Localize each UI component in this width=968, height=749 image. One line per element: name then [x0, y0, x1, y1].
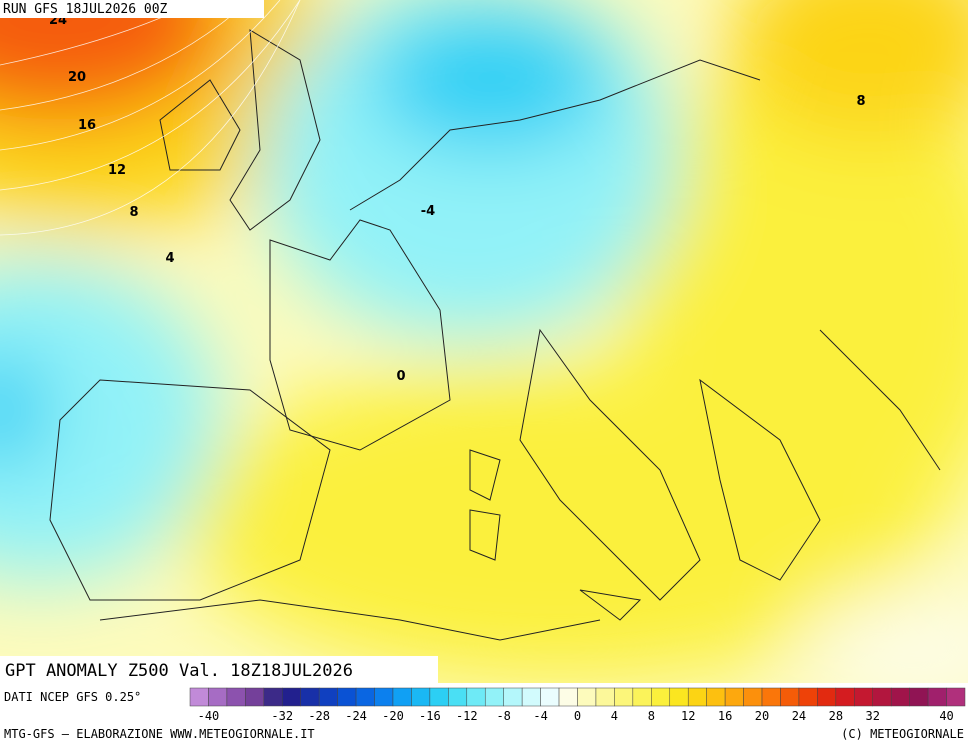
colorbar-swatch [540, 687, 560, 707]
colorbar-swatch [651, 687, 671, 707]
colorbar-swatch [466, 687, 486, 707]
colorbar-swatch [724, 687, 744, 707]
colorbar-tick-label: -24 [345, 709, 367, 723]
run-label: RUN GFS 18JUL2026 00Z [3, 2, 168, 17]
colorbar-swatch [669, 687, 689, 707]
colorbar-tick-label: 8 [648, 709, 655, 723]
colorbar-swatch [374, 687, 394, 707]
colorbar-swatch [706, 687, 726, 707]
colorbar-swatch [245, 687, 265, 707]
colorbar-swatch [761, 687, 781, 707]
colorbar-swatch [927, 687, 947, 707]
colorbar-swatch [687, 687, 707, 707]
contour-label: 0 [396, 369, 405, 384]
colorbar-swatch [503, 687, 523, 707]
contour-label: 20 [68, 70, 86, 85]
colorbar-swatch [448, 687, 468, 707]
colorbar-swatch [189, 687, 209, 707]
map-title: GPT ANOMALY Z500 Val. 18Z18JUL2026 [5, 661, 353, 681]
colorbar-swatch [263, 687, 283, 707]
colorbar: -40 -32 -28 -24 -20 -16 -12 -8 -4 0 4 8 12 16 20 24 28 32… [189, 687, 966, 723]
colorbar-swatch [337, 687, 357, 707]
contour-label: -4 [421, 204, 435, 219]
colorbar-tick-label: -20 [382, 709, 404, 723]
colorbar-swatch [872, 687, 892, 707]
colorbar-swatch [429, 687, 449, 707]
colorbar-swatch [614, 687, 634, 707]
colorbar-swatch [835, 687, 855, 707]
header-box [0, 0, 264, 18]
credit-label: MTG-GFS — ELABORAZIONE WWW.METEOGIORNALE… [4, 727, 315, 741]
colorbar-tick-label: -16 [419, 709, 441, 723]
colorbar-tick-label: -28 [308, 709, 330, 723]
colorbar-swatch [946, 687, 966, 707]
colorbar-tick-label: -8 [496, 709, 510, 723]
colorbar-swatch [558, 687, 578, 707]
colorbar-swatch [392, 687, 412, 707]
colorbar-tick-label: 32 [866, 709, 880, 723]
colorbar-swatch [595, 687, 615, 707]
anomaly-field [0, 0, 968, 683]
contour-label: 12 [108, 163, 126, 178]
colorbar-tick-label: 16 [718, 709, 732, 723]
colorbar-tick-label: -4 [533, 709, 547, 723]
contour-label: 8 [129, 205, 138, 220]
contour-label: 4 [165, 251, 174, 266]
colorbar-swatch [208, 687, 228, 707]
colorbar-tick-label: 40 [939, 709, 953, 723]
colorbar-tick-label: 4 [611, 709, 618, 723]
colorbar-swatch [577, 687, 597, 707]
colorbar-swatch [890, 687, 910, 707]
coastlines [49, 29, 941, 641]
colorbar-tick-label: -40 [198, 709, 220, 723]
colorbar-swatch [300, 687, 320, 707]
source-label: DATI NCEP GFS 0.25° [4, 690, 141, 704]
colorbar-swatch [909, 687, 929, 707]
colorbar-swatch [521, 687, 541, 707]
colorbar-tick-label: -32 [271, 709, 293, 723]
colorbar-tick-label: -12 [456, 709, 478, 723]
colorbar-swatch [411, 687, 431, 707]
colorbar-swatch [854, 687, 873, 707]
colorbar-swatch [355, 687, 375, 707]
contour-label: 8 [856, 94, 865, 109]
contour-label: 16 [78, 118, 96, 133]
colorbar-swatch [226, 687, 246, 707]
colorbar-swatch [318, 687, 338, 707]
colorbar-swatch [780, 687, 800, 707]
colorbar-tick-label: 24 [792, 709, 806, 723]
colorbar-swatch [817, 687, 837, 707]
colorbar-tick-label: 0 [574, 709, 581, 723]
copyright-label: (C) METEOGIORNALE [841, 727, 964, 741]
colorbar-tick-label: 20 [755, 709, 769, 723]
colorbar-swatch [632, 687, 652, 707]
colorbar-tick-label: 28 [829, 709, 843, 723]
colorbar-swatch [484, 687, 504, 707]
colorbar-tick-label: 12 [681, 709, 695, 723]
title-box [0, 656, 438, 683]
contours [0, 0, 301, 236]
colorbar-swatch [743, 687, 763, 707]
colorbar-swatch [282, 687, 301, 707]
colorbar-swatch [798, 687, 818, 707]
